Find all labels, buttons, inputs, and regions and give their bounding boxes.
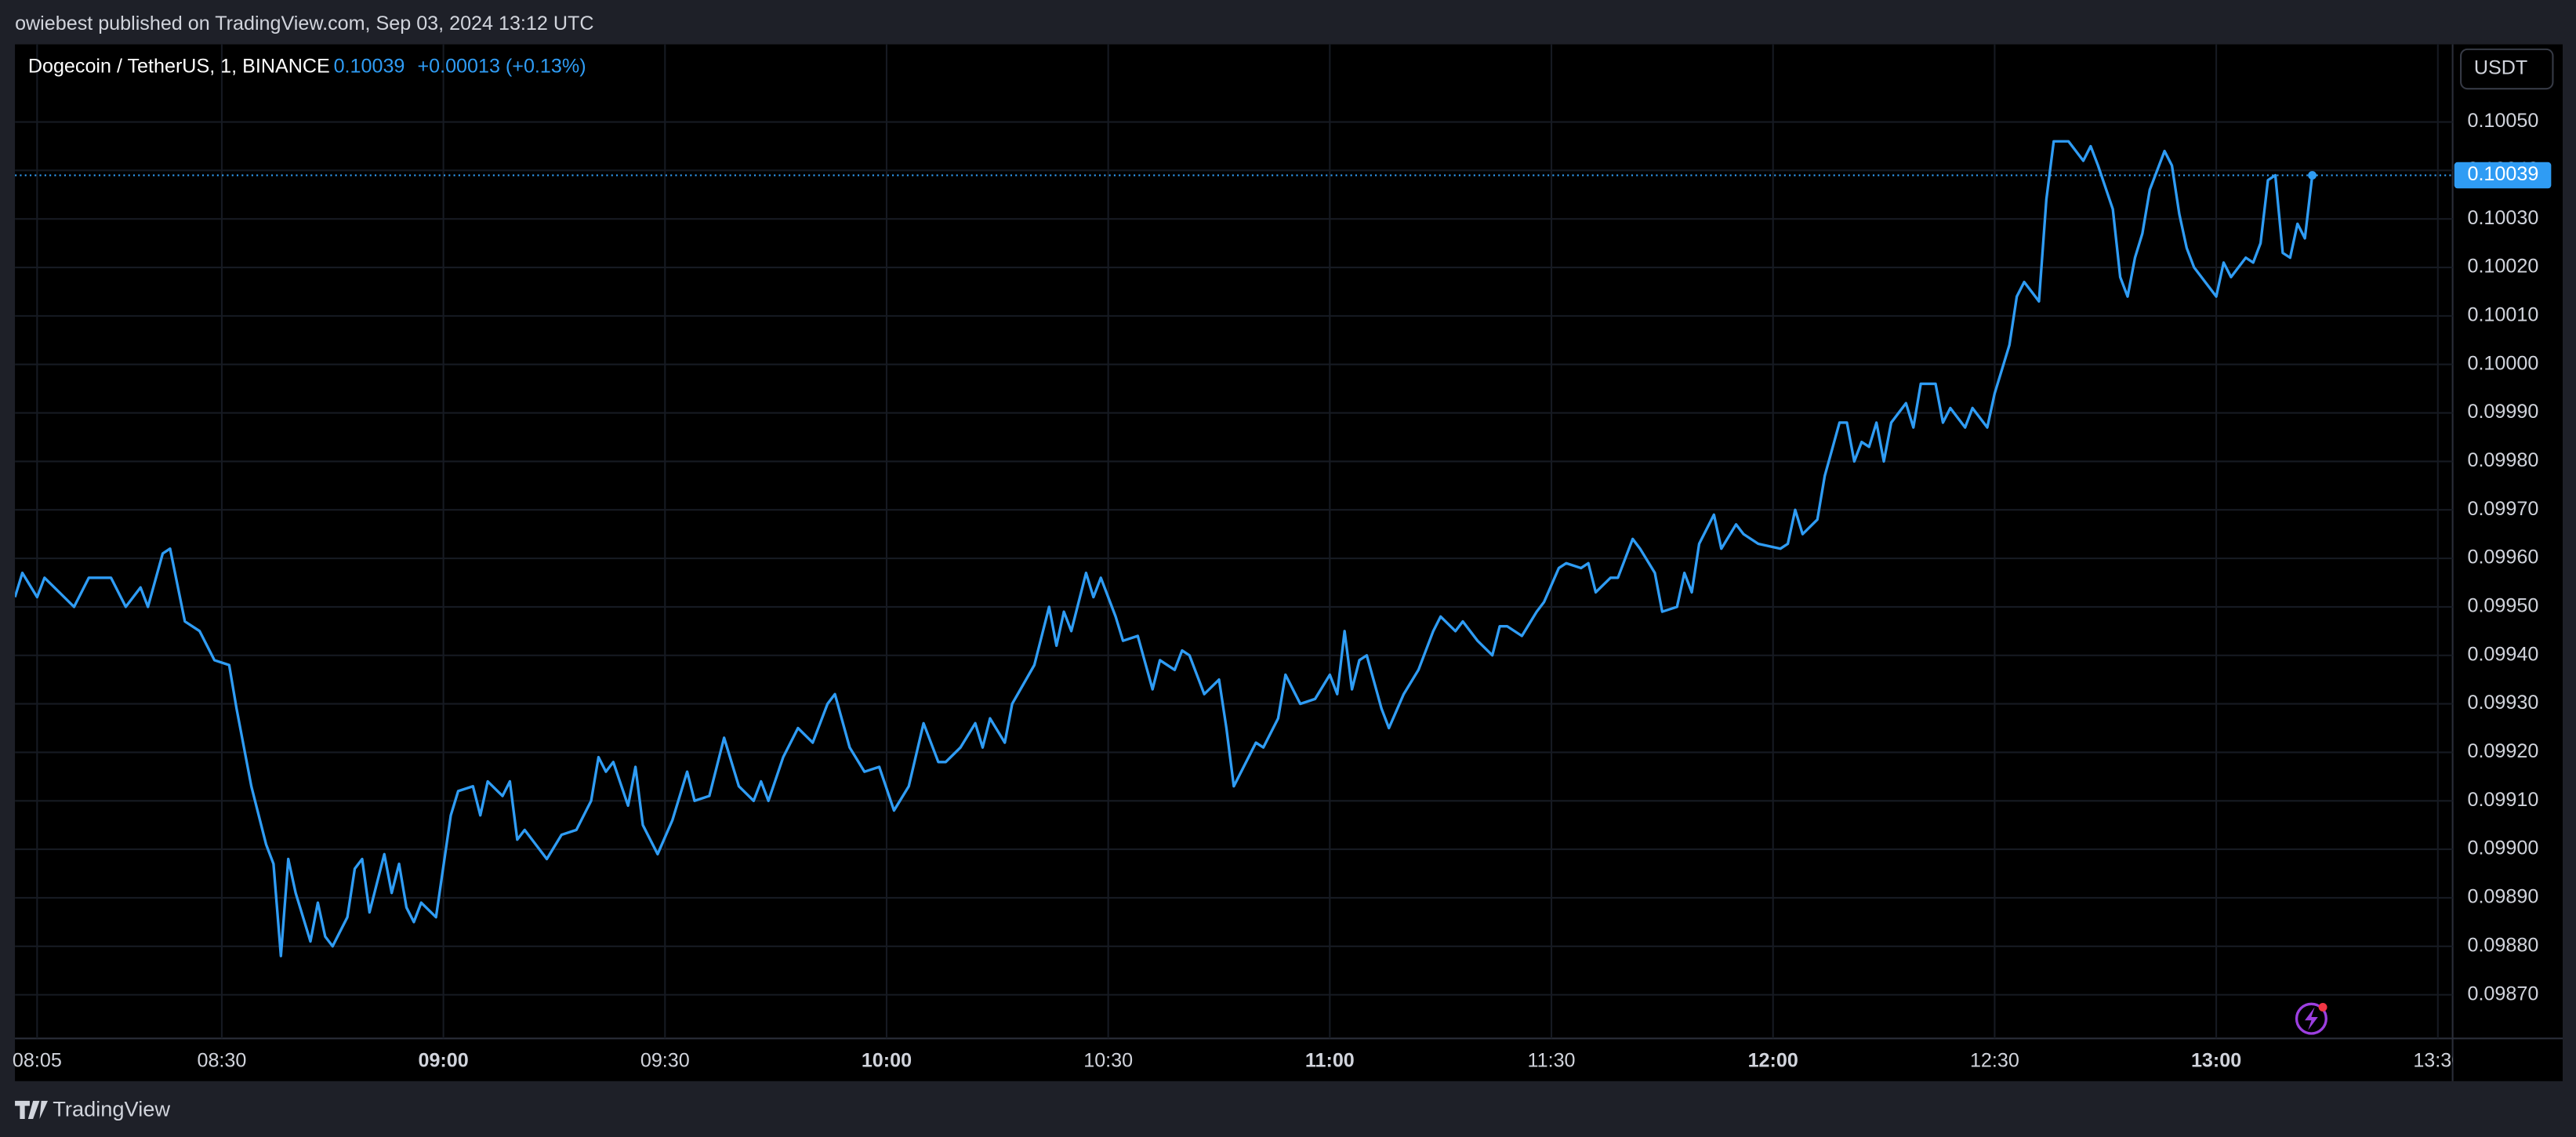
- last-price-tag-label: 0.10039: [2467, 163, 2538, 185]
- y-tick-label: 0.09930: [2467, 692, 2538, 714]
- y-tick-label: 0.09970: [2467, 498, 2538, 520]
- x-tick-label: 09:30: [640, 1049, 690, 1071]
- last-point: [2308, 171, 2317, 180]
- y-tick-label: 0.10030: [2467, 207, 2538, 229]
- price-axis: 0.100500.100400.100300.100200.100100.100…: [2454, 110, 2552, 1004]
- y-tick-label: 0.09900: [2467, 837, 2538, 859]
- last-price: 0.10039: [334, 56, 405, 78]
- y-tick-label: 0.09990: [2467, 401, 2538, 423]
- x-tick-label: 10:00: [862, 1049, 912, 1071]
- y-tick-label: 0.10020: [2467, 256, 2538, 278]
- y-tick-label: 0.09920: [2467, 740, 2538, 762]
- x-tick-label: 11:30: [1528, 1049, 1576, 1071]
- last-price-tag: [2454, 162, 2552, 189]
- x-tick-label: 12:00: [1748, 1049, 1798, 1071]
- grid: [15, 44, 2453, 1039]
- plot: [15, 140, 2453, 957]
- lightning-icon[interactable]: [2295, 1002, 2327, 1035]
- x-tick-label: 08:30: [197, 1049, 246, 1071]
- time-axis: 08:05 08:30 09:00 09:30 10:00 10:30 11:00 11:30…: [13, 1049, 2462, 1071]
- icon-bolt[interactable]: [2305, 1007, 2318, 1030]
- legend: Dogecoin / TetherUS, 1, BINANCE 0.10039 …: [28, 56, 586, 78]
- x-tick-label: 10:30: [1083, 1049, 1133, 1071]
- x-tick-label: 13:00: [2191, 1049, 2241, 1071]
- symbol-title: Dogecoin / TetherUS, 1, BINANCE: [28, 56, 330, 78]
- icon-ring[interactable]: [2295, 1002, 2327, 1035]
- currency-button[interactable]: [2460, 48, 2554, 90]
- x-tick-label: 09:00: [418, 1049, 468, 1071]
- brand-name: TradingView: [53, 1097, 170, 1121]
- x-tick-label: 11:00: [1305, 1049, 1355, 1071]
- published-note: owiebest published on TradingView.com, S…: [15, 13, 593, 35]
- y-tick-label: 0.09950: [2467, 595, 2538, 617]
- icon-badge[interactable]: [2318, 1003, 2327, 1012]
- y-tick-label: 0.09940: [2467, 643, 2538, 665]
- x-tick-label: 13:30: [2413, 1049, 2462, 1071]
- y-tick-label: 0.09870: [2467, 983, 2538, 1004]
- currency-label[interactable]: USDT: [2474, 57, 2527, 79]
- x-tick-label: 12:30: [1970, 1049, 2019, 1071]
- y-tick-label: 0.10010: [2467, 304, 2538, 326]
- price-change: +0.00013 (+0.13%): [417, 56, 586, 78]
- chart-pane: [15, 44, 2563, 1081]
- y-tick-label: 0.09910: [2467, 789, 2538, 811]
- brand-logo: [15, 1100, 48, 1119]
- y-tick-label: 0.10000: [2467, 352, 2538, 374]
- price-line: [15, 140, 2314, 957]
- y-tick-label: 0.10050: [2467, 110, 2538, 132]
- y-tick-label: 0.09960: [2467, 547, 2538, 568]
- y-tick-label: 0.09880: [2467, 934, 2538, 956]
- y-tick-label: 0.09980: [2467, 449, 2538, 471]
- x-tick-label: 08:05: [13, 1049, 62, 1071]
- y-tick-label: 0.09890: [2467, 886, 2538, 908]
